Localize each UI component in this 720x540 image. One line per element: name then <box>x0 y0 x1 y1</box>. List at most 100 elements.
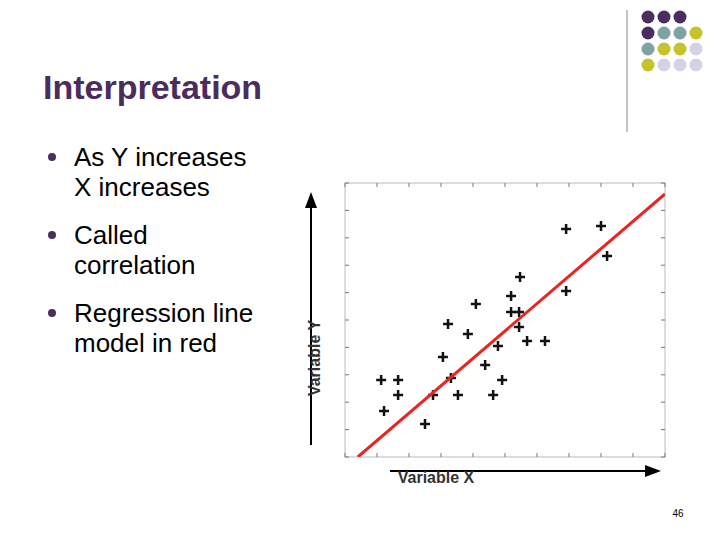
point <box>471 299 481 309</box>
title: Interpretation <box>43 68 262 106</box>
y-axis-label: Variable Y <box>306 320 323 397</box>
slide: Interpretation As Y increasesX increases C… <box>0 0 720 540</box>
x-tick <box>505 453 506 457</box>
y-tick <box>661 402 665 403</box>
point <box>522 336 532 346</box>
y-tick <box>661 183 665 184</box>
y-tick <box>345 429 349 430</box>
y-tick <box>345 237 349 238</box>
y-tick <box>345 402 349 403</box>
bullet-text: correlation <box>74 250 195 280</box>
point <box>379 406 389 416</box>
x-axis-label: Variable X <box>398 469 475 486</box>
point <box>515 272 525 282</box>
x-tick <box>473 453 474 457</box>
x-tick <box>441 453 442 457</box>
x-tick <box>377 183 378 187</box>
point <box>596 221 606 231</box>
y-tick <box>345 265 349 266</box>
x-tick <box>601 183 602 187</box>
x-arrow-head <box>645 465 661 477</box>
x-tick <box>633 453 634 457</box>
point <box>480 360 490 370</box>
y-tick <box>345 210 349 211</box>
x-tick <box>665 183 666 187</box>
plot-area <box>358 194 665 457</box>
regression-line <box>358 194 665 457</box>
point <box>561 286 571 296</box>
point <box>497 375 507 385</box>
x-tick <box>345 453 346 457</box>
deco-dot <box>658 43 671 56</box>
x-tick <box>409 453 410 457</box>
y-arrow-head <box>305 192 317 208</box>
y-tick <box>345 457 349 458</box>
deco-dot <box>674 43 687 56</box>
bullet-dot <box>48 309 56 317</box>
x-tick <box>409 183 410 187</box>
x-tick <box>345 183 346 187</box>
point <box>463 329 473 339</box>
deco-line <box>627 10 628 132</box>
deco-dot <box>690 27 703 40</box>
y-tick <box>661 347 665 348</box>
point <box>602 251 612 261</box>
point <box>393 390 403 400</box>
point <box>393 375 403 385</box>
bullet-dot <box>48 231 56 239</box>
deco-dot <box>642 43 655 56</box>
y-tick <box>345 374 349 375</box>
x-tick <box>473 183 474 187</box>
x-tick <box>505 183 506 187</box>
y-tick <box>345 347 349 348</box>
plot-frame <box>345 183 665 457</box>
deco-dot <box>674 11 687 24</box>
bullet-text: As Y increases <box>74 142 246 172</box>
y-tick <box>345 292 349 293</box>
y-tick <box>661 457 665 458</box>
deco-dot <box>658 11 671 24</box>
bullet-text: model in red <box>74 328 217 358</box>
deco-dot <box>658 59 671 72</box>
deco-dot <box>690 59 703 72</box>
y-tick <box>661 265 665 266</box>
x-tick <box>537 183 538 187</box>
page-number: 46 <box>672 508 684 519</box>
point <box>453 390 463 400</box>
x-tick <box>377 453 378 457</box>
y-tick <box>661 374 665 375</box>
y-tick <box>661 210 665 211</box>
x-tick <box>665 453 666 457</box>
y-tick <box>661 320 665 321</box>
point <box>506 291 516 301</box>
x-tick <box>633 183 634 187</box>
deco-dot <box>674 27 687 40</box>
deco-dot <box>674 59 687 72</box>
deco-dot <box>690 43 703 56</box>
point <box>443 319 453 329</box>
bullet-text: Regression line <box>74 298 253 328</box>
y-tick <box>345 320 349 321</box>
deco-dot <box>642 59 655 72</box>
deco-dot <box>642 27 655 40</box>
y-tick <box>345 183 349 184</box>
point <box>376 375 386 385</box>
x-tick <box>601 453 602 457</box>
x-tick <box>441 183 442 187</box>
bullet-dot <box>48 153 56 161</box>
x-tick <box>569 183 570 187</box>
point <box>493 341 503 351</box>
point <box>488 390 498 400</box>
x-tick <box>569 453 570 457</box>
bullet-text: Called <box>74 220 148 250</box>
point <box>561 224 571 234</box>
deco-dot <box>642 11 655 24</box>
point <box>540 336 550 346</box>
bullet-text: X increases <box>74 172 210 202</box>
y-tick <box>661 429 665 430</box>
x-tick <box>537 453 538 457</box>
point <box>420 419 430 429</box>
y-tick <box>661 237 665 238</box>
y-tick <box>661 292 665 293</box>
point <box>438 352 448 362</box>
